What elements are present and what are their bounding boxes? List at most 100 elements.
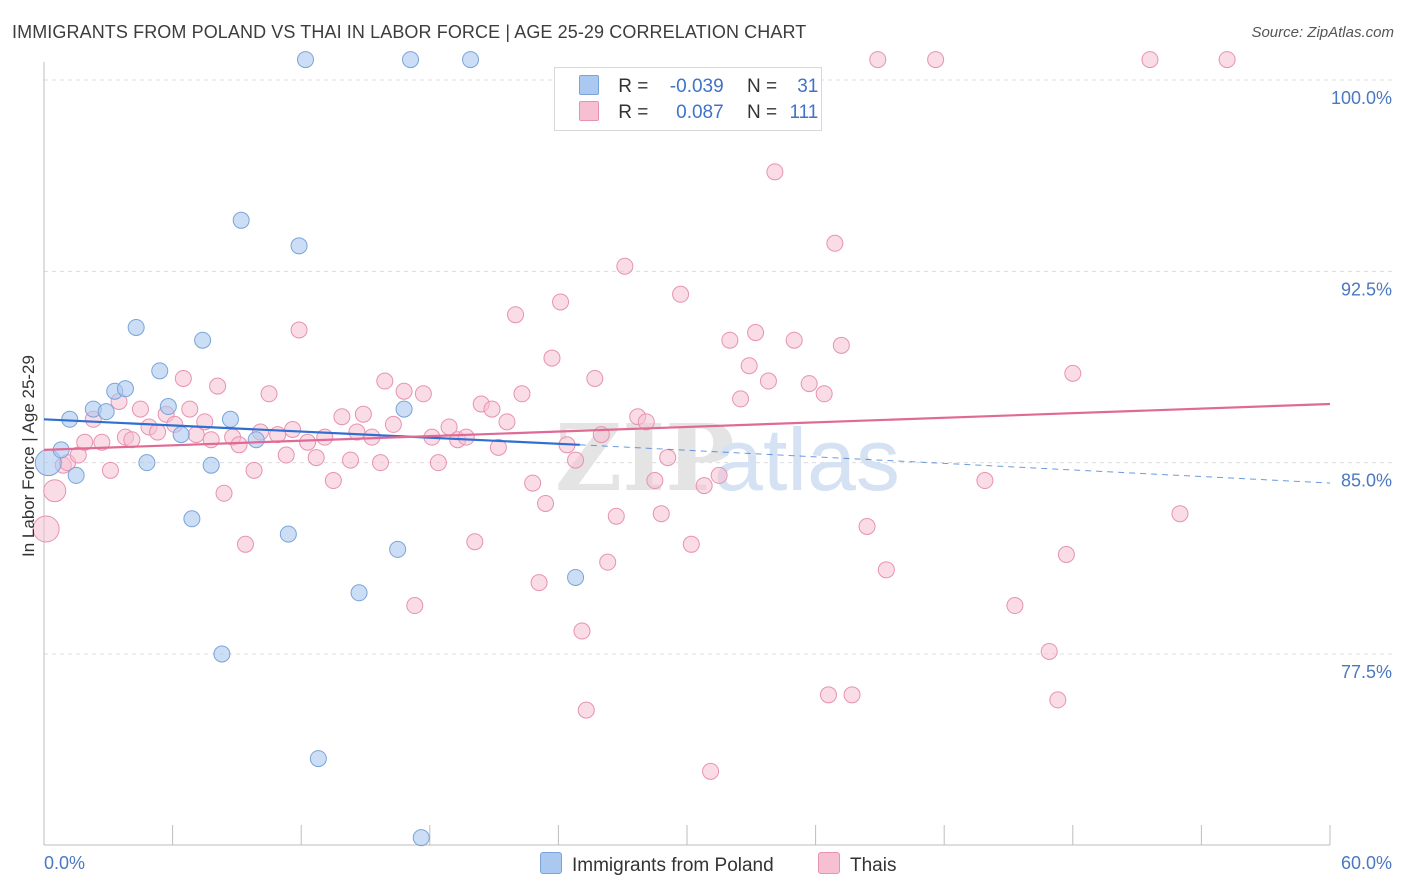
poland-point bbox=[296, 51, 314, 69]
thais-point bbox=[324, 472, 342, 490]
poland-point bbox=[389, 540, 407, 558]
poland-point bbox=[232, 211, 250, 229]
poland-point bbox=[138, 454, 156, 472]
thais-point bbox=[181, 400, 199, 418]
y-tick-label: 92.5% bbox=[1341, 279, 1392, 299]
thais-point bbox=[414, 385, 432, 403]
poland-swatch bbox=[540, 852, 562, 874]
thais-point bbox=[832, 336, 850, 354]
poland-point bbox=[412, 829, 430, 847]
thais-point bbox=[976, 472, 994, 490]
series-immigrants-from-poland bbox=[34, 51, 585, 847]
thais-point bbox=[543, 349, 561, 367]
thais-point bbox=[747, 324, 765, 342]
poland-point bbox=[279, 525, 297, 543]
legend-label-poland: Immigrants from Poland bbox=[572, 855, 774, 876]
thais-point bbox=[659, 449, 677, 467]
gridlines bbox=[44, 79, 1395, 655]
thais-point bbox=[348, 423, 366, 441]
poland-point bbox=[462, 51, 480, 69]
thais-point bbox=[785, 331, 803, 349]
n-label: N = bbox=[746, 76, 778, 97]
thais-point bbox=[489, 438, 507, 456]
poland-point bbox=[567, 568, 585, 586]
thais-point bbox=[586, 369, 604, 387]
thais-point bbox=[599, 553, 617, 571]
thais-point bbox=[101, 461, 119, 479]
poland-point bbox=[183, 510, 201, 528]
poland-point bbox=[350, 584, 368, 602]
series-thais bbox=[32, 51, 1236, 780]
thais-point bbox=[843, 686, 861, 704]
legend-item-thais[interactable]: Thais bbox=[818, 852, 896, 877]
thais-point bbox=[567, 451, 585, 469]
thais-point bbox=[740, 357, 758, 375]
thais-point bbox=[1040, 642, 1058, 660]
poland-point bbox=[67, 466, 85, 484]
x-tick-label: 60.0% bbox=[1341, 853, 1392, 873]
poland-trend-line bbox=[43, 418, 580, 446]
poland-point bbox=[221, 410, 239, 428]
thais-point bbox=[43, 479, 67, 503]
thais-point bbox=[530, 574, 548, 592]
thais-point bbox=[32, 515, 60, 543]
r-value: 0.087 bbox=[676, 102, 724, 123]
thais-point bbox=[537, 494, 555, 512]
poland-point bbox=[159, 398, 177, 416]
thais-point bbox=[230, 436, 248, 454]
thais-point bbox=[202, 431, 220, 449]
thais-point bbox=[341, 451, 359, 469]
poland-point bbox=[213, 645, 231, 663]
tick-labels: In Labor Force | Age 25-29 77.5% 85.0% 92.… bbox=[19, 88, 1392, 873]
poland-point bbox=[290, 237, 308, 255]
n-label: N = bbox=[746, 102, 778, 123]
thais-point bbox=[354, 405, 372, 423]
thais-point bbox=[215, 484, 233, 502]
thais-point bbox=[284, 421, 302, 439]
y-tick-label: 77.5% bbox=[1341, 662, 1392, 682]
r-label: R = bbox=[618, 102, 649, 123]
thais-point bbox=[869, 51, 887, 69]
thais-point bbox=[637, 413, 655, 431]
legend-item-poland[interactable]: Immigrants from Poland bbox=[540, 852, 774, 877]
stats-legend: R = -0.039 N = 31 R = 0.087 N = 111 bbox=[554, 67, 822, 131]
thais-point bbox=[290, 321, 308, 339]
n-value: 31 bbox=[797, 76, 819, 97]
thais-point bbox=[277, 446, 295, 464]
thais-point bbox=[1064, 364, 1082, 382]
poland-point bbox=[247, 431, 265, 449]
thais-point bbox=[123, 431, 141, 449]
poland-point bbox=[402, 51, 420, 69]
thais-point bbox=[384, 415, 402, 433]
thais-point bbox=[800, 375, 818, 393]
thais-point bbox=[672, 285, 690, 303]
thais-point bbox=[927, 51, 945, 69]
poland-point bbox=[309, 750, 327, 768]
poland-point bbox=[194, 331, 212, 349]
thais-point bbox=[1049, 691, 1067, 709]
thais-point bbox=[682, 535, 700, 553]
thais-point bbox=[616, 257, 634, 275]
trend-lines bbox=[43, 402, 1331, 484]
x-tick-label: 0.0% bbox=[44, 853, 85, 873]
n-value: 111 bbox=[789, 102, 819, 123]
r-value: -0.039 bbox=[669, 76, 724, 97]
thais-point bbox=[457, 428, 475, 446]
legend-label-thais: Thais bbox=[850, 855, 897, 876]
thais-point bbox=[524, 474, 542, 492]
thais-swatch bbox=[579, 101, 599, 121]
thais-point bbox=[406, 597, 424, 615]
thais-point bbox=[466, 533, 484, 551]
poland-point bbox=[172, 426, 190, 444]
chart-title: IMMIGRANTS FROM POLAND VS THAI IN LABOR … bbox=[12, 22, 807, 42]
thais-point bbox=[695, 477, 713, 495]
thais-point bbox=[236, 535, 254, 553]
thais-point bbox=[1218, 51, 1236, 69]
thais-point bbox=[552, 293, 570, 311]
thais-point bbox=[858, 517, 876, 535]
thais-point bbox=[710, 466, 728, 484]
thais-point bbox=[721, 331, 739, 349]
poland-point bbox=[202, 456, 220, 474]
thais-point bbox=[877, 561, 895, 579]
